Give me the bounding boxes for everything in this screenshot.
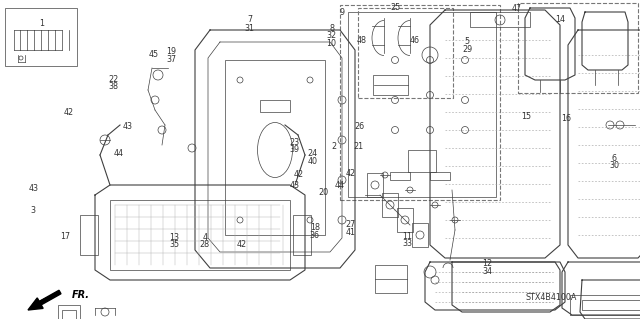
- Bar: [430, 172, 450, 180]
- Bar: [412, 223, 428, 247]
- Text: 28: 28: [200, 241, 210, 249]
- Text: 31: 31: [244, 24, 255, 33]
- Text: 42: 42: [237, 241, 247, 249]
- Text: 23: 23: [289, 138, 300, 147]
- Bar: [110, 200, 290, 270]
- Text: 6: 6: [612, 154, 617, 163]
- Text: 44: 44: [113, 149, 124, 158]
- Bar: [382, 193, 398, 217]
- Text: 40: 40: [307, 157, 317, 166]
- Text: 35: 35: [169, 241, 179, 249]
- Bar: [225, 60, 325, 235]
- Text: 42: 42: [64, 108, 74, 117]
- Text: 5: 5: [465, 37, 470, 46]
- Text: 9: 9: [340, 8, 345, 17]
- Text: 1: 1: [39, 19, 44, 28]
- Text: 10: 10: [326, 39, 337, 48]
- Text: 18: 18: [310, 223, 320, 232]
- Text: 43: 43: [289, 181, 300, 190]
- Text: 11: 11: [402, 232, 412, 241]
- Text: 47: 47: [512, 4, 522, 13]
- Text: 4: 4: [202, 233, 207, 242]
- Text: 20: 20: [318, 189, 328, 197]
- Text: 37: 37: [166, 55, 177, 63]
- Text: 21: 21: [353, 142, 364, 151]
- Text: 32: 32: [326, 31, 337, 40]
- Bar: [358, 8, 453, 98]
- Bar: [348, 12, 496, 197]
- Bar: [408, 150, 436, 172]
- Text: 26: 26: [355, 122, 365, 131]
- Bar: [582, 300, 640, 310]
- Text: 42: 42: [346, 169, 356, 178]
- Text: FR.: FR.: [72, 290, 90, 300]
- Bar: [570, 295, 640, 315]
- Text: 12: 12: [483, 259, 493, 268]
- Text: 15: 15: [521, 112, 531, 121]
- Text: 39: 39: [289, 145, 300, 154]
- Bar: [373, 75, 408, 95]
- Text: 48: 48: [356, 36, 367, 45]
- Bar: [390, 172, 410, 180]
- Text: 22: 22: [109, 75, 119, 84]
- Bar: [518, 3, 638, 93]
- Text: 42: 42: [293, 170, 303, 179]
- Bar: [367, 173, 383, 197]
- Bar: [80, 215, 98, 255]
- Text: 43: 43: [123, 122, 133, 131]
- Text: 30: 30: [609, 161, 620, 170]
- Text: 44: 44: [334, 181, 344, 190]
- Text: 36: 36: [310, 231, 320, 240]
- Bar: [375, 265, 407, 293]
- Text: 38: 38: [109, 82, 119, 91]
- Text: 2: 2: [332, 142, 337, 151]
- Bar: [470, 12, 530, 27]
- Text: 13: 13: [169, 233, 179, 242]
- Text: 16: 16: [561, 114, 572, 123]
- FancyArrow shape: [28, 290, 61, 310]
- Bar: [293, 215, 311, 255]
- Text: 27: 27: [346, 220, 356, 229]
- Text: 3: 3: [31, 206, 36, 215]
- Text: 25: 25: [390, 3, 401, 11]
- Text: 7: 7: [247, 15, 252, 24]
- Bar: [58, 305, 80, 319]
- Text: 24: 24: [307, 149, 317, 158]
- Text: 45: 45: [148, 50, 159, 59]
- Text: 33: 33: [402, 239, 412, 248]
- Text: 29: 29: [462, 45, 472, 54]
- Text: 43: 43: [28, 184, 38, 193]
- Text: 17: 17: [60, 232, 70, 241]
- Bar: [340, 5, 500, 200]
- Bar: [260, 100, 290, 112]
- Text: 19: 19: [166, 47, 177, 56]
- Bar: [397, 208, 413, 232]
- Text: STX4B4100A: STX4B4100A: [526, 293, 577, 302]
- Bar: [62, 310, 76, 319]
- Text: 14: 14: [555, 15, 565, 24]
- Bar: [5, 8, 77, 66]
- Text: 8: 8: [329, 24, 334, 33]
- Text: 34: 34: [483, 267, 493, 276]
- Text: 41: 41: [346, 228, 356, 237]
- Text: 46: 46: [410, 36, 420, 45]
